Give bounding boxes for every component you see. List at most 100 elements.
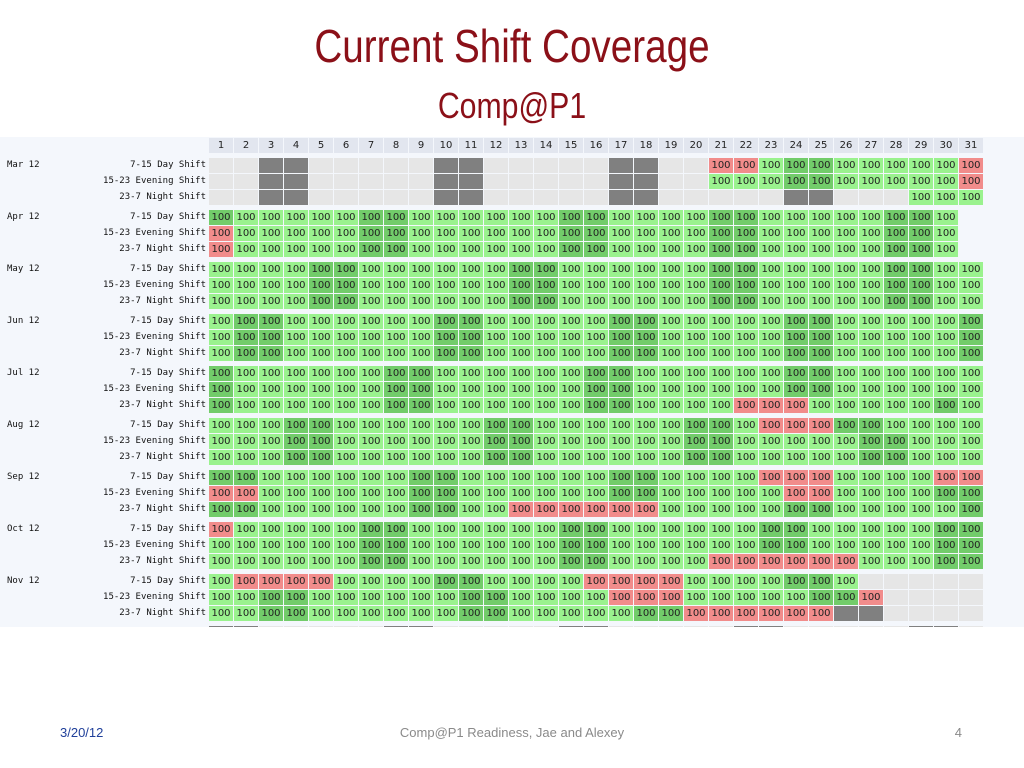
coverage-cell xyxy=(558,189,584,206)
coverage-cell: 100 xyxy=(533,573,559,590)
coverage-cell: 100 xyxy=(483,417,509,434)
coverage-cell: 100 xyxy=(608,449,634,466)
coverage-cell: 100 xyxy=(558,225,584,242)
coverage-cell: 100 xyxy=(433,589,459,606)
coverage-cell: 100 xyxy=(883,277,909,294)
coverage-cell: 100 xyxy=(508,521,534,538)
coverage-cell: 100 xyxy=(833,157,859,174)
coverage-cell: 100 xyxy=(733,537,759,554)
coverage-cell: 100 xyxy=(583,433,609,450)
coverage-cell: 100 xyxy=(658,225,684,242)
coverage-cell xyxy=(658,157,684,174)
shift-label: 23-7 Night Shift xyxy=(65,241,209,258)
coverage-cell xyxy=(933,605,959,622)
coverage-cell xyxy=(333,157,359,174)
coverage-cell: 100 xyxy=(508,501,534,518)
day-header-cell: 11 xyxy=(458,137,484,154)
coverage-cell xyxy=(308,157,334,174)
coverage-cell: 100 xyxy=(733,345,759,362)
coverage-cell: 100 xyxy=(858,241,884,258)
coverage-cell: 100 xyxy=(733,553,759,570)
coverage-cell: 100 xyxy=(583,501,609,518)
coverage-cell xyxy=(883,589,909,606)
coverage-cell: 100 xyxy=(558,417,584,434)
coverage-cell: 100 xyxy=(758,173,784,190)
coverage-cell: 100 xyxy=(808,381,834,398)
shift-label: 7-15 Day Shift xyxy=(65,573,209,590)
coverage-cell: 100 xyxy=(708,381,734,398)
coverage-cell xyxy=(858,573,884,590)
coverage-cell: 100 xyxy=(808,521,834,538)
coverage-cell: 100 xyxy=(458,573,484,590)
coverage-cell: 100 xyxy=(483,225,509,242)
coverage-cell xyxy=(583,173,609,190)
coverage-cell: 100 xyxy=(933,225,959,242)
coverage-cell xyxy=(308,189,334,206)
coverage-cell xyxy=(808,625,834,627)
shift-label: 7-15 Day Shift xyxy=(65,261,209,278)
shift-label: 15-23 Evening Shift xyxy=(65,173,209,190)
coverage-cell: 100 xyxy=(408,485,434,502)
coverage-cell: 100 xyxy=(708,225,734,242)
coverage-cell: 100 xyxy=(908,277,934,294)
coverage-cell xyxy=(458,625,484,627)
coverage-cell: 100 xyxy=(733,365,759,382)
coverage-cell: 100 xyxy=(308,501,334,518)
coverage-cell: 100 xyxy=(308,241,334,258)
coverage-cell: 100 xyxy=(658,329,684,346)
coverage-cell xyxy=(633,625,659,627)
coverage-cell: 100 xyxy=(858,313,884,330)
coverage-cell: 100 xyxy=(408,501,434,518)
coverage-cell: 100 xyxy=(958,537,984,554)
coverage-cell: 100 xyxy=(533,521,559,538)
coverage-cell: 100 xyxy=(258,605,284,622)
month-label: Jun 12 xyxy=(0,313,66,330)
coverage-cell: 100 xyxy=(833,449,859,466)
coverage-cell: 100 xyxy=(658,293,684,310)
coverage-cell: 100 xyxy=(858,157,884,174)
coverage-cell: 100 xyxy=(933,521,959,538)
coverage-cell: 100 xyxy=(508,469,534,486)
coverage-cell: 100 xyxy=(633,537,659,554)
coverage-cell: 100 xyxy=(808,157,834,174)
coverage-cell: 100 xyxy=(558,241,584,258)
coverage-cell xyxy=(708,625,734,627)
day-header-cell: 22 xyxy=(733,137,759,154)
coverage-cell: 100 xyxy=(908,329,934,346)
coverage-cell: 100 xyxy=(208,345,234,362)
coverage-cell: 100 xyxy=(958,449,984,466)
coverage-cell: 100 xyxy=(333,485,359,502)
coverage-cell: 100 xyxy=(283,277,309,294)
coverage-cell: 100 xyxy=(733,381,759,398)
coverage-cell: 100 xyxy=(208,365,234,382)
coverage-cell: 100 xyxy=(308,277,334,294)
coverage-cell: 100 xyxy=(883,417,909,434)
coverage-cell: 100 xyxy=(483,433,509,450)
coverage-cell: 100 xyxy=(658,397,684,414)
coverage-cell: 100 xyxy=(658,537,684,554)
coverage-cell xyxy=(683,189,709,206)
coverage-cell: 100 xyxy=(858,417,884,434)
coverage-cell: 100 xyxy=(558,553,584,570)
coverage-cell: 100 xyxy=(633,313,659,330)
coverage-cell xyxy=(583,189,609,206)
coverage-cell xyxy=(508,625,534,627)
coverage-cell: 100 xyxy=(708,521,734,538)
shift-row: 23-7 Night Shift 100 100 100 xyxy=(0,189,984,206)
shift-row: 23-7 Night Shift 100 100 100 100 100 100 100 100… xyxy=(0,501,984,518)
coverage-cell: 100 xyxy=(533,225,559,242)
coverage-cell: 100 xyxy=(533,501,559,518)
coverage-cell: 100 xyxy=(233,261,259,278)
coverage-cell: 100 xyxy=(708,277,734,294)
coverage-cell: 100 xyxy=(433,261,459,278)
month-label xyxy=(0,381,66,398)
coverage-cell: 100 xyxy=(283,417,309,434)
coverage-cell: 100 xyxy=(733,157,759,174)
coverage-cell: 100 xyxy=(683,605,709,622)
day-header-cell: 9 xyxy=(408,137,434,154)
coverage-cell: 100 xyxy=(658,417,684,434)
coverage-cell: 100 xyxy=(433,537,459,554)
day-header-cell: 14 xyxy=(533,137,559,154)
coverage-cell: 100 xyxy=(683,225,709,242)
header-spacer xyxy=(0,137,66,154)
